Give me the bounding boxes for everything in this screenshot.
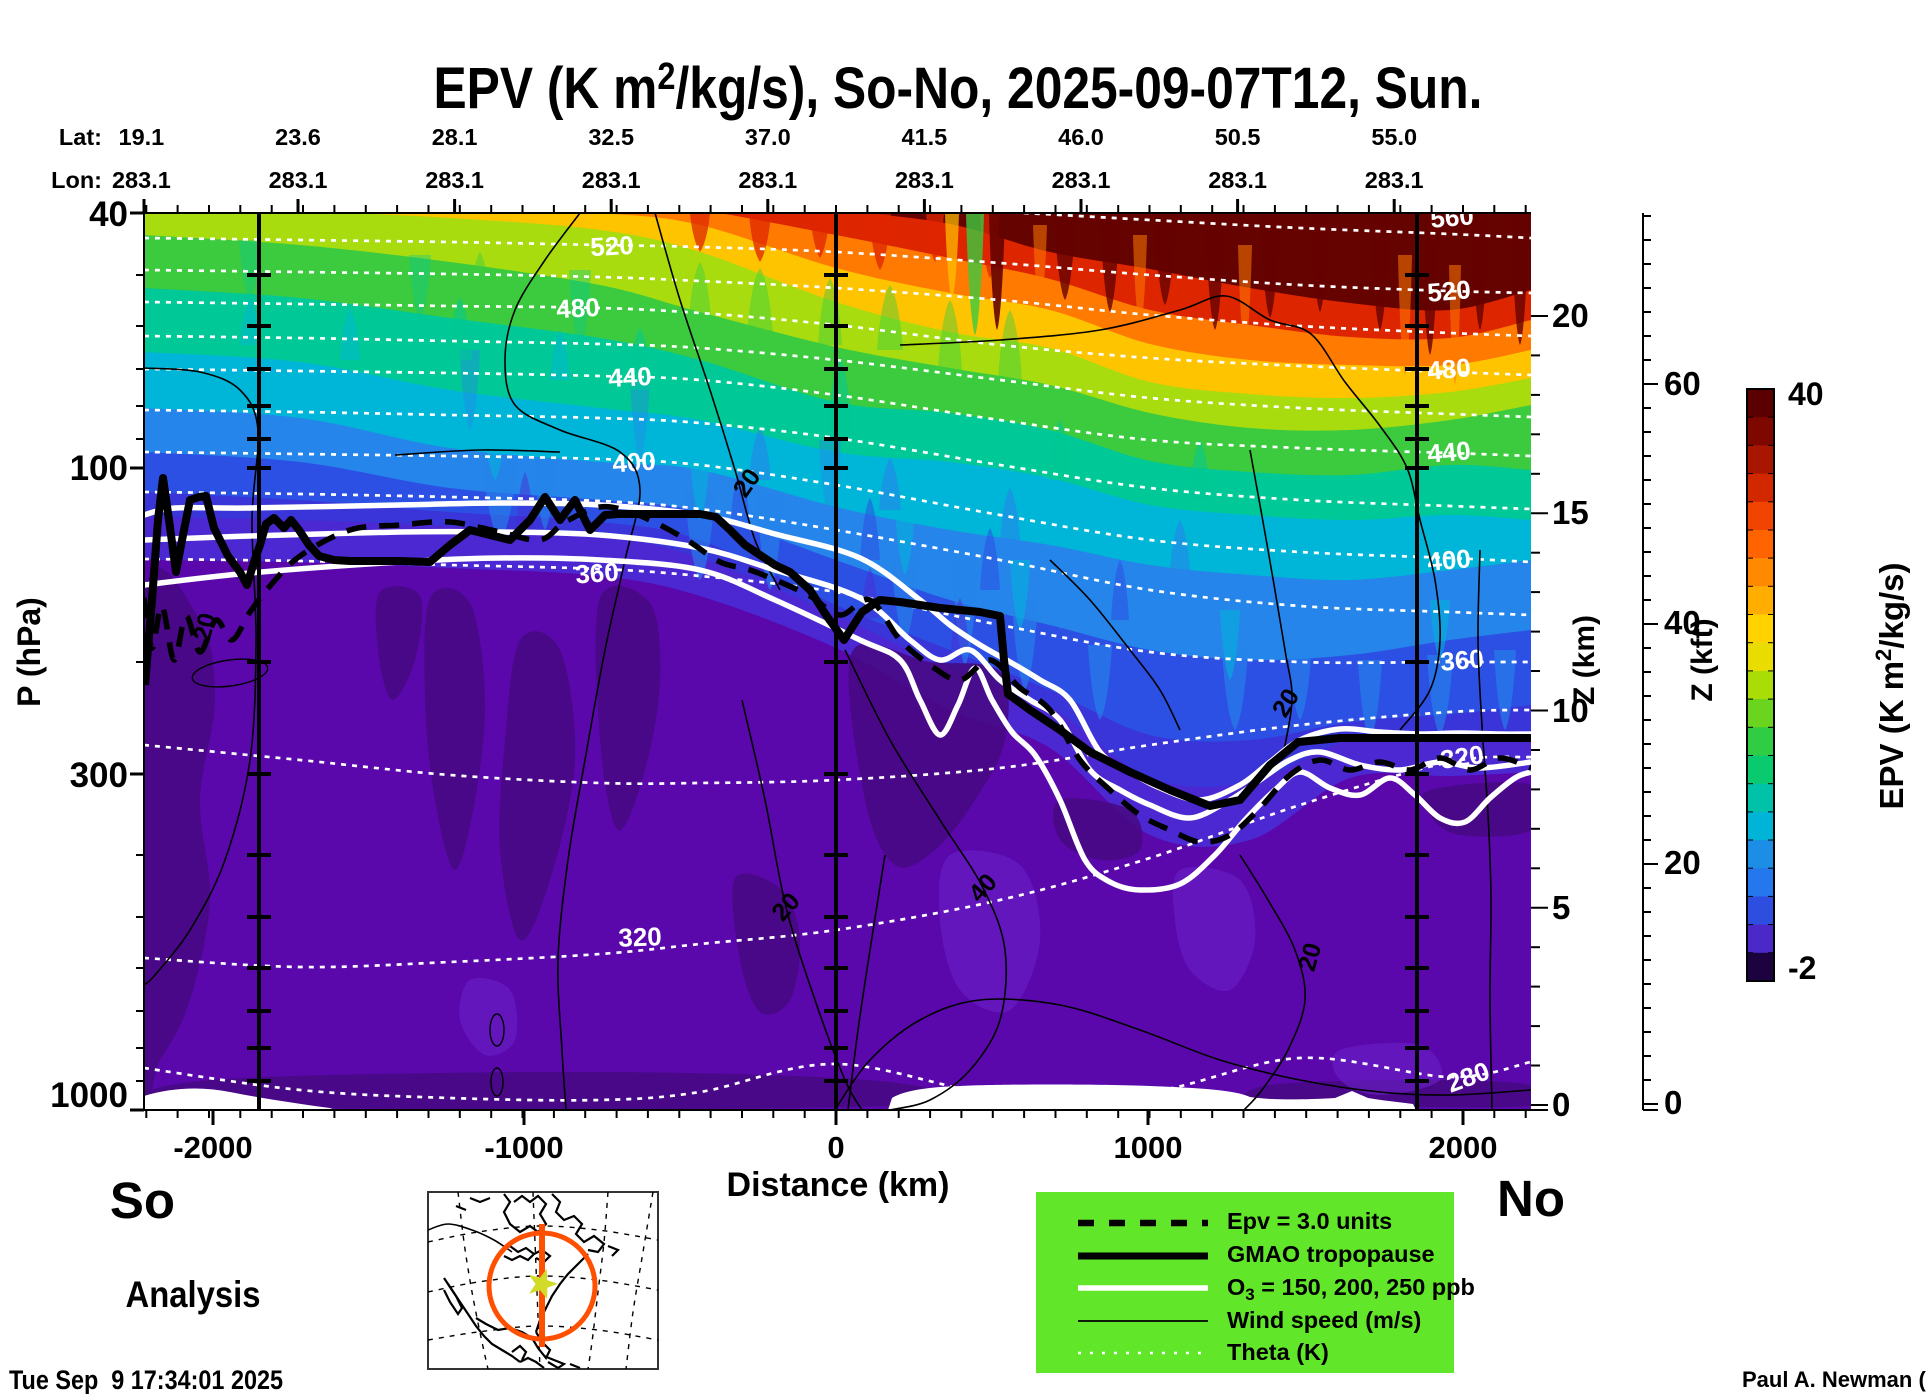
svg-text:2000: 2000 xyxy=(1429,1130,1498,1165)
svg-text:15: 15 xyxy=(1552,494,1589,531)
svg-text:283.1: 283.1 xyxy=(582,167,641,193)
svg-text:-2: -2 xyxy=(1788,950,1816,986)
svg-text:Tue Sep 9 17:34:01 2025: Tue Sep 9 17:34:01 2025 xyxy=(9,1365,283,1394)
svg-text:0: 0 xyxy=(827,1130,844,1165)
svg-text:Paul A. Newman (NASA/GSFC): Paul A. Newman (NASA/GSFC) xyxy=(1742,1367,1926,1392)
svg-text:283.1: 283.1 xyxy=(1052,167,1111,193)
svg-text:60: 60 xyxy=(1664,365,1701,402)
svg-text:100: 100 xyxy=(70,449,128,488)
svg-text:40: 40 xyxy=(89,195,128,234)
svg-text:520: 520 xyxy=(1426,274,1472,308)
svg-text:360: 360 xyxy=(1439,643,1485,677)
svg-text:O3 = 150, 200, 250 ppb: O3 = 150, 200, 250 ppb xyxy=(1227,1274,1475,1304)
svg-text:300: 300 xyxy=(70,756,128,795)
svg-text:283.1: 283.1 xyxy=(1365,167,1424,193)
svg-text:1000: 1000 xyxy=(50,1076,128,1115)
svg-text:No: No xyxy=(1497,1170,1565,1227)
svg-text:P (hPa): P (hPa) xyxy=(11,597,47,707)
svg-text:283.1: 283.1 xyxy=(425,167,484,193)
svg-text:Lat:: Lat: xyxy=(59,124,102,150)
svg-text:41.5: 41.5 xyxy=(902,124,948,150)
svg-text:Theta (K): Theta (K) xyxy=(1227,1339,1329,1365)
svg-text:40: 40 xyxy=(1788,376,1824,412)
svg-text:23.6: 23.6 xyxy=(275,124,321,150)
svg-text:480: 480 xyxy=(556,292,601,324)
svg-text:320: 320 xyxy=(618,921,662,952)
svg-text:37.0: 37.0 xyxy=(745,124,791,150)
svg-text:0: 0 xyxy=(1552,1086,1570,1123)
svg-text:283.1: 283.1 xyxy=(112,167,171,193)
svg-text:440: 440 xyxy=(608,361,653,393)
svg-text:32.5: 32.5 xyxy=(588,124,634,150)
svg-text:10: 10 xyxy=(1552,692,1589,729)
svg-text:19.1: 19.1 xyxy=(119,124,165,150)
svg-text:Analysis: Analysis xyxy=(126,1274,261,1315)
svg-text:480: 480 xyxy=(1426,352,1472,386)
svg-text:Z (kft): Z (kft) xyxy=(1686,618,1719,701)
svg-text:1000: 1000 xyxy=(1114,1130,1183,1165)
svg-text:EPV (K m2/kg/s): EPV (K m2/kg/s) xyxy=(1871,563,1910,810)
svg-text:440: 440 xyxy=(1426,435,1472,469)
svg-text:28.1: 28.1 xyxy=(432,124,478,150)
svg-text:5: 5 xyxy=(1552,889,1570,926)
svg-text:283.1: 283.1 xyxy=(1208,167,1267,193)
svg-text:Epv = 3.0 units: Epv = 3.0 units xyxy=(1227,1208,1392,1234)
svg-text:55.0: 55.0 xyxy=(1371,124,1417,150)
svg-text:So: So xyxy=(110,1172,175,1229)
svg-text:-2000: -2000 xyxy=(173,1130,252,1165)
svg-text:46.0: 46.0 xyxy=(1058,124,1104,150)
svg-text:Wind speed (m/s): Wind speed (m/s) xyxy=(1227,1307,1421,1333)
svg-text:GMAO tropopause: GMAO tropopause xyxy=(1227,1241,1435,1267)
svg-text:283.1: 283.1 xyxy=(269,167,328,193)
svg-text:283.1: 283.1 xyxy=(895,167,954,193)
svg-text:Lon:: Lon: xyxy=(51,167,102,193)
svg-text:283.1: 283.1 xyxy=(738,167,797,193)
svg-text:560: 560 xyxy=(1429,200,1475,234)
svg-text:0: 0 xyxy=(1664,1084,1682,1121)
svg-text:EPV (K m2/kg/s), So-No, 2025-0: EPV (K m2/kg/s), So-No, 2025-09-07T12, S… xyxy=(434,56,1483,121)
svg-text:50.5: 50.5 xyxy=(1215,124,1261,150)
svg-text:-1000: -1000 xyxy=(484,1130,563,1165)
svg-text:Z (km): Z (km) xyxy=(1568,615,1601,705)
svg-text:520: 520 xyxy=(590,230,635,262)
svg-text:20: 20 xyxy=(1552,297,1589,334)
svg-text:20: 20 xyxy=(1664,844,1701,881)
svg-text:40: 40 xyxy=(1664,604,1701,641)
svg-text:Distance (km): Distance (km) xyxy=(727,1166,950,1204)
